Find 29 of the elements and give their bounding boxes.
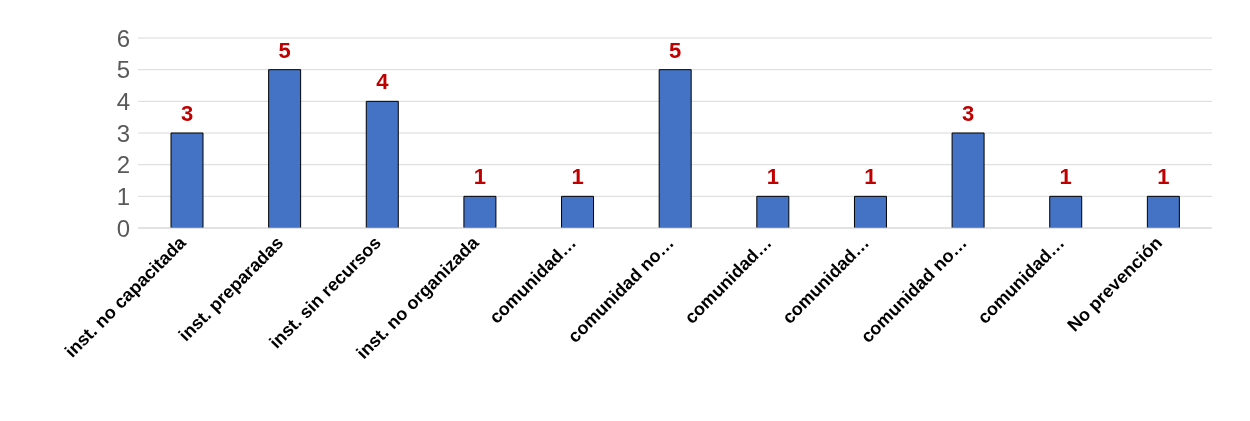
data-label: 4 [376, 69, 390, 95]
bar [1049, 195, 1083, 228]
y-tick-label: 6 [116, 24, 130, 52]
bar [756, 195, 790, 228]
y-tick-label: 4 [116, 87, 130, 115]
y-tick-label: 0 [116, 214, 130, 242]
y-tick-label: 2 [116, 151, 130, 179]
y-tick-label: 5 [116, 56, 130, 84]
data-label: 1 [864, 164, 877, 190]
bar [658, 69, 692, 228]
data-label: 5 [278, 37, 291, 63]
data-label: 1 [766, 164, 779, 190]
bar [951, 132, 985, 228]
data-label: 3 [180, 101, 194, 126]
bar [268, 69, 302, 228]
data-label: 1 [571, 164, 584, 190]
data-label: 1 [1157, 164, 1170, 190]
bar [170, 132, 204, 228]
bar [463, 195, 497, 228]
y-tick-label: 1 [116, 182, 130, 210]
bar [561, 195, 595, 228]
bar [1146, 195, 1180, 228]
y-tick-label: 3 [116, 119, 130, 147]
bar [365, 100, 399, 228]
data-label: 5 [669, 37, 682, 63]
data-label: 1 [473, 164, 487, 190]
bar [853, 195, 887, 228]
data-label: 1 [1059, 164, 1072, 190]
data-label: 3 [961, 101, 975, 126]
